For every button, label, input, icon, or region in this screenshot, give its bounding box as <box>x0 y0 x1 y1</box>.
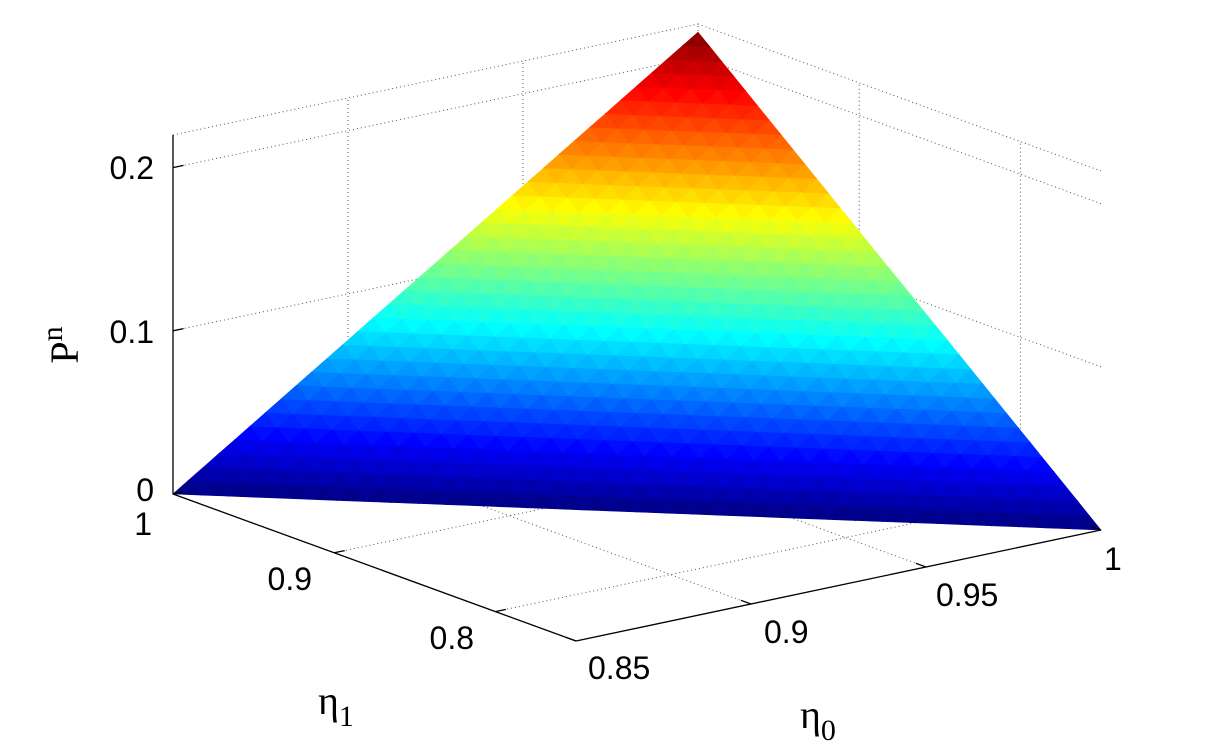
x-tick-label: 0.85 <box>588 650 650 686</box>
x-tick-label: 1 <box>1104 541 1122 577</box>
z-tick-mark <box>172 164 184 169</box>
x-tick-mark <box>565 636 577 642</box>
y-axis-label: η1 <box>318 678 354 733</box>
back-wall-grid-line <box>172 56 699 169</box>
y-tick-mark <box>334 549 345 554</box>
x-tick-mark <box>1090 525 1102 531</box>
tick-labels: 0 0.1 0.2 1 0.9 0.8 0.85 0.9 0.95 1 <box>110 150 1122 686</box>
z-tick-mark <box>172 327 184 332</box>
z-tick-label: 0 <box>136 472 154 508</box>
z-axis-label: Pn <box>36 326 87 363</box>
x-tick-mark <box>740 599 752 605</box>
surface-facet <box>681 31 711 48</box>
axis-lines <box>172 135 1102 642</box>
y-tick-label: 0.9 <box>268 561 312 597</box>
x-axis-label-subscript: 0 <box>821 714 836 747</box>
x-axis-line <box>575 529 1102 642</box>
surface-mesh <box>172 31 1102 531</box>
x-axis-label-base: η <box>800 692 821 737</box>
x-tick-mark <box>915 562 927 568</box>
z-axis-label-superscript: n <box>36 326 69 341</box>
z-axis-label-base: P <box>42 341 87 363</box>
y-tick-label: 0.8 <box>430 620 474 656</box>
y-tick-mark <box>495 608 507 613</box>
y-axis-line <box>172 493 577 642</box>
x-axis-label: η0 <box>800 692 836 747</box>
z-tick-mark <box>172 491 184 495</box>
tick-marks <box>172 164 1102 642</box>
floor-grid-line <box>495 500 1021 613</box>
y-axis-label-base: η <box>318 678 339 723</box>
axis-labels: Pn η1 η0 <box>36 326 836 747</box>
y-tick-label: 1 <box>134 506 152 542</box>
z-tick-label: 0.1 <box>110 314 154 350</box>
x-tick-label: 0.9 <box>764 614 808 650</box>
x-tick-label: 0.95 <box>936 577 998 613</box>
y-axis-label-subscript: 1 <box>339 700 354 733</box>
top-edge-grid-line <box>172 23 699 136</box>
z-tick-label: 0.2 <box>110 150 154 186</box>
